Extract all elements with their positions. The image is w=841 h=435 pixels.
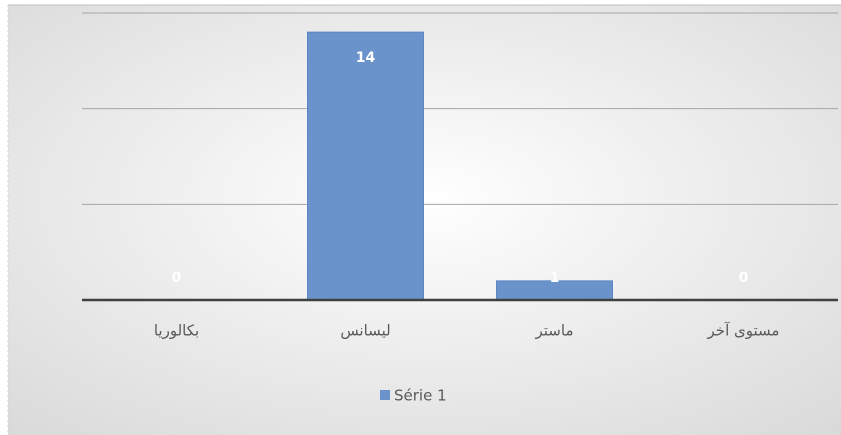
x-tick-label: ليسانس bbox=[340, 322, 390, 340]
legend-label: Série 1 bbox=[394, 387, 447, 405]
data-label: 0 bbox=[739, 270, 749, 286]
x-tick-label: بكالوريا bbox=[154, 322, 199, 340]
data-label: 1 bbox=[550, 270, 560, 286]
chart-background bbox=[8, 5, 841, 435]
legend-swatch bbox=[380, 390, 390, 400]
x-tick-label: ماستر bbox=[535, 322, 574, 340]
data-label: 14 bbox=[356, 50, 376, 66]
x-tick-label: مستوى آخر bbox=[707, 322, 780, 340]
bar bbox=[307, 31, 424, 301]
data-label: 0 bbox=[172, 270, 182, 286]
